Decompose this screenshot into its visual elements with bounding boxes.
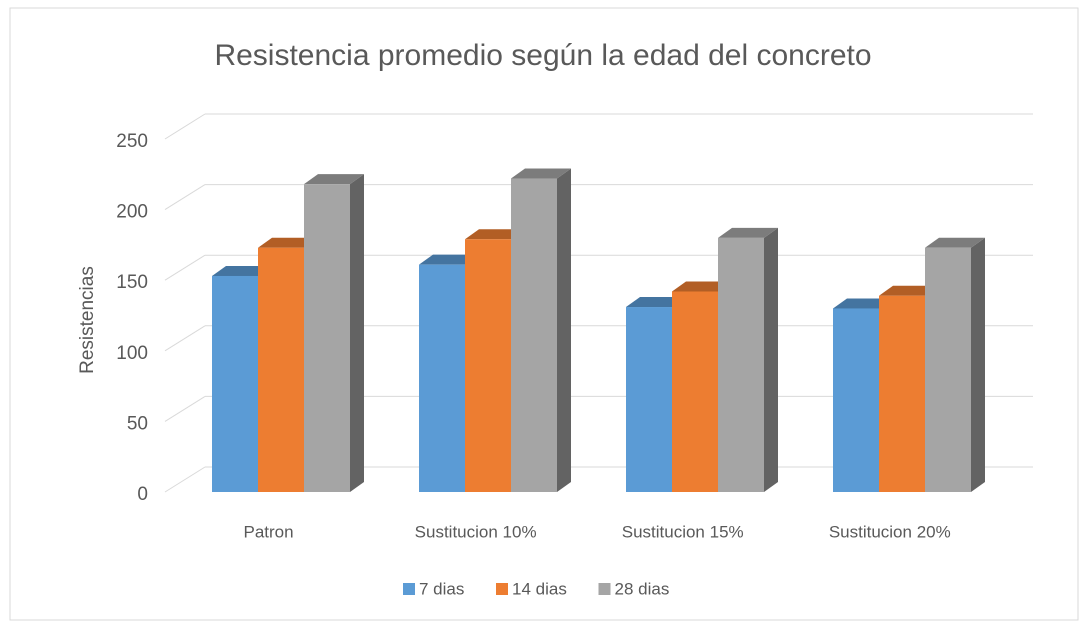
y-tick-label: 200 <box>116 202 148 223</box>
bar <box>419 264 465 492</box>
grid-line <box>164 113 206 140</box>
bar-top <box>304 174 364 185</box>
grid-line <box>164 466 206 493</box>
legend-label: 14 dias <box>512 579 567 598</box>
legend-label: 7 dias <box>419 579 464 598</box>
bar-top <box>925 237 985 248</box>
bar-top <box>465 229 525 240</box>
y-tick-label: 150 <box>116 272 148 293</box>
x-tick-label: Sustitucion 20% <box>829 522 951 541</box>
legend-label: 28 dias <box>615 579 670 598</box>
grid-line <box>164 254 206 281</box>
bar-top <box>212 265 272 276</box>
x-tick-label: Sustitucion 10% <box>415 522 537 541</box>
bar-top <box>258 237 318 248</box>
legend-swatch <box>403 583 415 595</box>
bar <box>718 237 764 492</box>
bar <box>626 307 672 492</box>
bar <box>304 184 350 492</box>
bar <box>212 275 258 492</box>
bar-top <box>718 227 778 238</box>
grid-line <box>164 325 206 352</box>
y-axis-label: Resistencias <box>77 266 98 374</box>
bar <box>465 239 511 492</box>
bar-top <box>511 168 571 179</box>
bar <box>879 295 925 492</box>
legend-swatch <box>598 583 611 595</box>
bar <box>511 178 557 492</box>
bar <box>925 247 971 492</box>
x-tick-label: Sustitucion 15% <box>622 522 744 541</box>
bar-top <box>672 281 732 292</box>
y-tick-label: 100 <box>116 343 148 364</box>
bar-top <box>833 298 893 309</box>
grid-line <box>164 184 206 211</box>
bar-side <box>350 174 364 492</box>
legend-swatch <box>496 583 508 595</box>
bar-side <box>764 227 778 492</box>
bar-top <box>419 254 479 265</box>
y-tick-label: 250 <box>116 131 148 152</box>
y-tick-label: 0 <box>137 484 148 505</box>
bar <box>833 308 879 492</box>
bar-side <box>971 237 985 492</box>
bar-side <box>557 168 571 492</box>
bar-top <box>879 285 939 296</box>
y-tick-label: 50 <box>127 413 148 434</box>
bar <box>672 291 718 492</box>
x-tick-label: Patron <box>243 522 293 541</box>
bar <box>258 247 304 492</box>
bar-top <box>626 297 686 308</box>
grid-line <box>164 395 206 422</box>
chart-title: Resistencia promedio según la edad del c… <box>214 39 871 72</box>
